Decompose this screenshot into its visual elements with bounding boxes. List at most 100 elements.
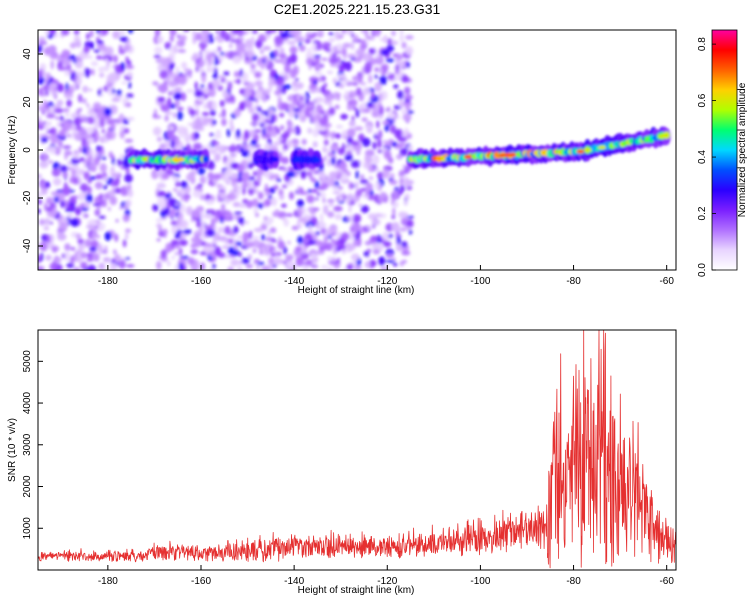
noise-speckle [342,47,347,57]
noise-speckle [102,199,107,208]
noise-speckle [127,30,134,34]
noise-speckle [340,244,346,251]
x-tick-label: -60 [659,276,674,287]
noise-speckle [280,124,285,131]
noise-speckle [352,213,362,221]
noise-speckle [343,248,350,253]
noise-speckle [57,57,61,62]
noise-speckle [83,117,89,123]
noise-speckle [218,113,223,118]
noise-speckle [161,173,170,180]
noise-speckle [191,209,201,218]
signal-core [202,155,209,163]
noise-speckle [70,169,77,176]
noise-speckle [267,30,277,34]
noise-speckle [270,130,277,138]
noise-speckle [332,245,338,249]
noise-speckle [364,108,371,113]
noise-speckle [327,256,333,262]
noise-speckle [366,123,373,134]
noise-speckle [261,246,266,256]
noise-speckle [122,214,130,223]
noise-speckle [214,133,222,139]
noise-speckle [355,170,359,180]
noise-speckle [217,46,222,52]
noise-speckle [283,73,289,81]
noise-speckle [98,66,104,73]
noise-speckle [388,157,394,164]
noise-speckle [337,257,341,262]
noise-speckle [328,171,338,181]
noise-speckle [58,129,66,137]
noise-speckle [203,87,209,95]
noise-speckle [318,222,327,228]
noise-speckle [254,39,263,48]
noise-speckle [320,264,329,270]
noise-speckle [374,135,379,140]
noise-speckle [245,200,254,209]
noise-speckle [44,122,50,132]
noise-speckle [215,30,219,34]
noise-speckle [340,232,350,241]
noise-speckle [67,204,74,211]
noise-speckle [171,224,177,235]
noise-speckle [296,36,305,43]
noise-speckle [305,259,313,266]
noise-speckle [214,246,222,256]
noise-speckle [391,141,398,147]
noise-speckle [91,68,95,76]
noise-speckle [310,117,316,123]
noise-speckle [257,203,264,209]
noise-speckle [38,198,43,205]
noise-speckle [251,36,255,45]
noise-speckle [128,146,134,151]
noise-speckle [314,167,319,172]
noise-speckle [381,120,390,125]
noise-speckle [219,227,226,231]
noise-speckle [247,163,254,169]
noise-speckle [244,99,253,109]
noise-speckle [177,107,184,111]
noise-speckle [315,56,320,66]
noise-speckle [258,62,268,68]
noise-speckle [248,151,255,157]
noise-speckle [344,90,350,100]
noise-speckle [92,102,102,111]
noise-speckle [402,113,412,122]
noise-speckle [366,35,373,39]
noise-speckle [394,129,403,139]
noise-speckle [311,61,316,67]
noise-speckle [196,220,202,228]
snr-y-ticks: 1000 2000 3000 4000 5000 [22,350,43,539]
noise-speckle [390,221,400,232]
noise-speckle [287,40,296,46]
noise-speckle [65,82,69,91]
noise-speckle [262,94,267,103]
noise-speckle [366,156,371,165]
noise-speckle [111,187,116,196]
noise-speckle [360,81,367,86]
noise-speckle [221,245,230,249]
noise-speckle [168,80,177,88]
noise-speckle [190,243,197,249]
noise-speckle [84,214,89,218]
noise-speckle [405,193,409,200]
noise-speckle [366,225,372,230]
signal-hotspot [508,152,517,157]
noise-speckle [321,183,329,189]
noise-speckle [244,129,250,140]
noise-speckle [278,52,287,59]
noise-speckle [368,74,373,84]
noise-speckle [377,149,383,154]
noise-speckle [347,128,356,138]
noise-speckle [209,133,215,137]
y-tick-label: 40 [22,48,33,60]
noise-speckle [343,130,347,136]
noise-speckle [186,88,194,94]
noise-speckle [98,222,106,231]
noise-speckle [126,93,134,98]
noise-speckle [267,113,272,122]
noise-speckle [233,225,239,234]
noise-speckle [374,213,382,218]
noise-speckle [118,116,122,125]
